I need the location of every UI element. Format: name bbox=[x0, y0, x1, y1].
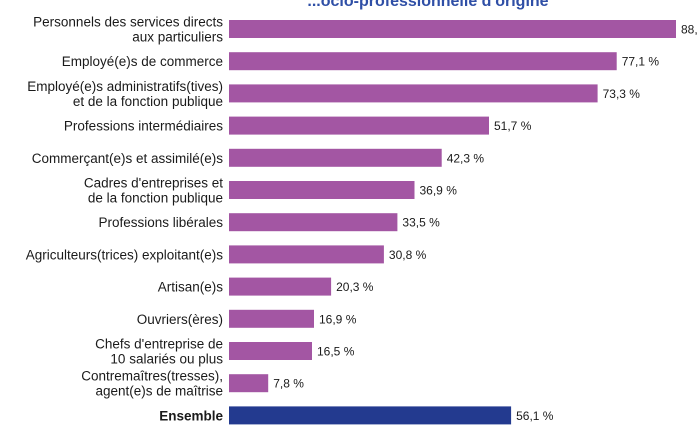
category-label-7: Professions libérales bbox=[98, 215, 223, 230]
data-label-9: 20,3 % bbox=[336, 280, 374, 294]
data-label-2: 77,1 % bbox=[622, 55, 660, 69]
category-label-4: Professions intermédiaires bbox=[64, 119, 223, 134]
bar-1 bbox=[229, 20, 676, 38]
category-label-11-line-1: Chefs d'entreprise de bbox=[95, 337, 223, 352]
data-label-10: 16,9 % bbox=[319, 312, 357, 326]
category-label-6-line-2: de la fonction publique bbox=[88, 191, 223, 206]
data-label-1: 88,9 % bbox=[681, 23, 697, 37]
data-label-7: 33,5 % bbox=[402, 216, 440, 230]
data-label-12: 7,8 % bbox=[273, 377, 304, 391]
bar-10 bbox=[229, 309, 314, 328]
bar-2 bbox=[229, 52, 617, 71]
data-label-3: 73,3 % bbox=[603, 87, 641, 101]
bars-layer: 88,9 % Personnels des services directsaux… bbox=[26, 15, 697, 425]
category-label-11-line-2: 10 salariés ou plus bbox=[110, 352, 223, 367]
data-label-11: 16,5 % bbox=[317, 345, 355, 359]
category-label-3-line-2: et de la fonction publique bbox=[73, 94, 223, 109]
category-label-1-line-1: Personnels des services directs bbox=[33, 15, 223, 30]
bar-5 bbox=[229, 148, 442, 167]
bar-7 bbox=[229, 213, 398, 232]
bar-8 bbox=[229, 245, 384, 264]
category-label-6-line-1: Cadres d'entreprises et bbox=[84, 176, 223, 191]
chart-title: ...ocio-professionnelle d'origine bbox=[307, 0, 548, 10]
bar-9 bbox=[229, 277, 332, 296]
category-label-12-line-2: agent(e)s de maîtrise bbox=[95, 384, 223, 399]
bar-12 bbox=[229, 374, 269, 393]
category-label-1-line-2: aux particuliers bbox=[132, 30, 223, 45]
category-label-9: Artisan(e)s bbox=[158, 280, 224, 295]
data-label-13: 56,1 % bbox=[516, 409, 554, 423]
data-label-4: 51,7 % bbox=[494, 119, 532, 133]
data-label-8: 30,8 % bbox=[389, 248, 427, 262]
category-label-2: Employé(e)s de commerce bbox=[62, 54, 223, 69]
category-label-3-line-1: Employé(e)s administratifs(tives) bbox=[27, 79, 223, 94]
bar-3 bbox=[229, 84, 598, 103]
category-label-12-line-1: Contremaîtres(tresses), bbox=[81, 369, 223, 384]
data-label-6: 36,9 % bbox=[420, 184, 458, 198]
bar-13 bbox=[229, 406, 512, 425]
bar-11 bbox=[229, 342, 312, 360]
category-label-8: Agriculteurs(trices) exploitant(e)s bbox=[26, 247, 224, 262]
bar-4 bbox=[229, 116, 489, 135]
category-label-13: Ensemble bbox=[159, 408, 223, 423]
category-label-10: Ouvriers(ères) bbox=[137, 312, 223, 327]
bar-6 bbox=[229, 181, 415, 199]
category-label-5: Commerçant(e)s et assimilé(e)s bbox=[32, 151, 224, 166]
data-label-5: 42,3 % bbox=[447, 151, 485, 165]
